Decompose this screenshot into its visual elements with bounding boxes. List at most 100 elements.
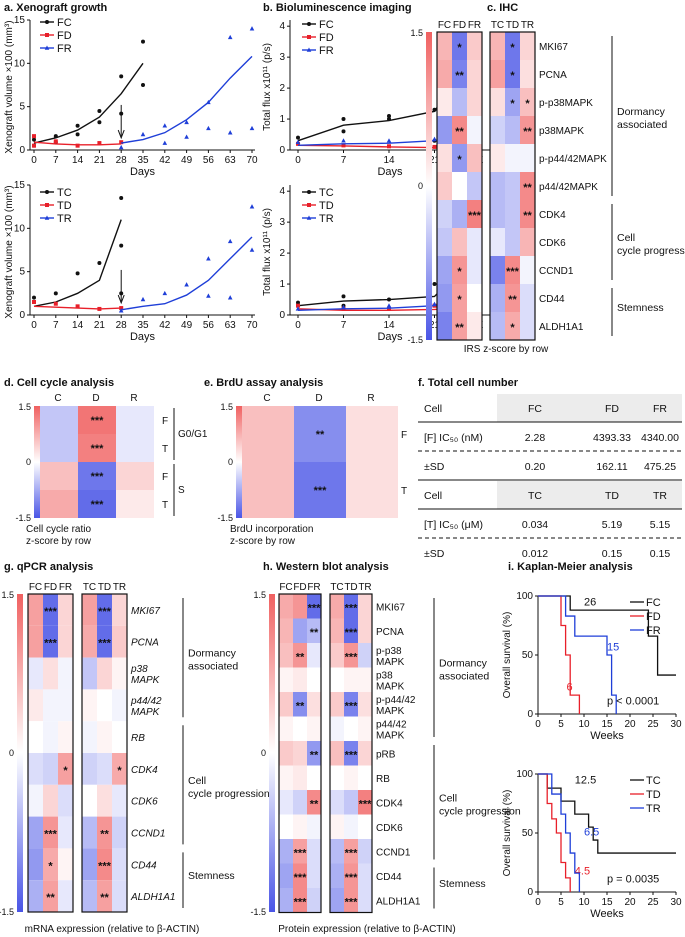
- x-tick-label: 49: [181, 320, 193, 331]
- heatmap-cell: [116, 490, 154, 518]
- heatmap-caption: mRNA expression (relative to β-ACTIN): [25, 924, 200, 935]
- heatmap-cell: [467, 88, 482, 116]
- heatmap-cell: [82, 880, 97, 912]
- data-point: [119, 306, 124, 311]
- heatmap-cell: [344, 594, 358, 619]
- heatmap-cell: [43, 848, 58, 881]
- row-label: CDK4: [539, 210, 566, 221]
- legend-label: FR: [57, 43, 72, 55]
- heatmap-cell: [28, 594, 43, 626]
- heatmap-cell: [490, 172, 505, 200]
- x-tick-label: 14: [72, 320, 84, 331]
- row-label: CD44: [131, 860, 157, 871]
- data-point: [119, 196, 124, 200]
- heatmap-cell: [330, 716, 344, 741]
- x-tick-label: 35: [137, 155, 149, 166]
- heatmap-cell: [452, 228, 467, 256]
- row-label: CDK4: [131, 765, 158, 776]
- y-tick-label: 2: [279, 83, 285, 94]
- legend-label: TR: [319, 213, 334, 225]
- heatmap-cell: [279, 863, 293, 888]
- heatmap-cell: [437, 312, 452, 340]
- legend-label: FC: [319, 19, 334, 31]
- data-point: [141, 39, 145, 44]
- data-point: [306, 215, 312, 220]
- column-label: TR: [521, 20, 534, 31]
- heatmap-cell: [28, 625, 43, 658]
- column-label: FD: [44, 582, 57, 593]
- heatmap-cell: [307, 790, 321, 815]
- heatmap-cell: [279, 594, 293, 619]
- heatmap-cell: [467, 312, 482, 340]
- legend-label: TR: [646, 803, 661, 815]
- heatmap-cell: [97, 689, 112, 722]
- table-row-label: ±SD: [424, 548, 445, 560]
- legend-label: FC: [57, 17, 72, 29]
- data-point: [206, 125, 211, 131]
- bracket-label: Stemness: [188, 870, 235, 882]
- data-point: [184, 282, 189, 287]
- heatmap-cell: [330, 741, 344, 766]
- heatmap-cell: [58, 689, 73, 722]
- colorbar-tick: -1.5: [250, 907, 266, 917]
- x-axis-title: Weeks: [590, 730, 624, 742]
- heatmap-cell: [344, 741, 358, 766]
- heatmap-cell: [97, 753, 112, 785]
- heatmap-cell: [505, 284, 520, 312]
- heatmap-cell: [293, 667, 307, 692]
- colorbar-tick: 1.5: [220, 402, 233, 412]
- panel-title-c: c. IHC: [487, 2, 518, 14]
- row-label: ALDH1A1: [539, 322, 584, 333]
- heatmap-cell: [43, 784, 58, 817]
- significance-stars: *: [510, 42, 515, 54]
- heatmap-cell: [97, 594, 112, 626]
- data-point: [296, 303, 300, 308]
- row-label: T: [162, 444, 168, 455]
- heatmap-cell: [437, 144, 452, 172]
- heatmap-cell: [112, 784, 127, 817]
- heatmap-cell: [43, 753, 58, 785]
- arrow-icon: [117, 294, 125, 305]
- heatmap-cell: [330, 765, 344, 790]
- data-point: [387, 144, 391, 149]
- x-tick-label: 10: [578, 719, 590, 730]
- significance-stars: ***: [44, 638, 58, 650]
- panel-title-b: b. Bioluminescence imaging: [263, 2, 412, 14]
- panel-f: f. Total cell number Cell FC FD FR [F] IC₅₀ (…: [418, 377, 682, 560]
- row-label: ALDH1A1: [376, 896, 421, 907]
- heatmap-cell: [43, 689, 58, 722]
- row-label: MKI67: [131, 606, 160, 617]
- row-label: F: [162, 472, 168, 483]
- x-tick-label: 5: [558, 719, 564, 730]
- y-tick-label: 100: [516, 769, 533, 780]
- row-label: PCNA: [539, 70, 567, 81]
- row-label: T: [401, 486, 407, 497]
- heatmap-cell: [358, 839, 372, 864]
- column-label: FC: [438, 20, 451, 31]
- heatmap-cell: [358, 790, 372, 815]
- heatmap-cell: [307, 643, 321, 668]
- data-point: [306, 47, 312, 52]
- significance-stars: **: [100, 892, 109, 904]
- row-label: MAPK: [376, 657, 405, 668]
- heatmap-cell: [437, 256, 452, 284]
- data-point: [75, 143, 80, 148]
- x-tick-label: 14: [72, 155, 84, 166]
- data-point: [53, 134, 58, 139]
- x-tick-label: 0: [535, 719, 541, 730]
- heatmap-cell: [452, 200, 467, 228]
- significance-stars: *: [457, 154, 462, 166]
- median-label: 26: [584, 596, 596, 608]
- column-label: TC: [491, 20, 504, 31]
- significance-stars: ***: [91, 415, 105, 427]
- heatmap-caption: BrdU incorporation: [230, 524, 313, 535]
- p-value: p < 0.0001: [607, 696, 659, 708]
- x-tick-label: 56: [203, 155, 215, 166]
- significance-stars: **: [46, 892, 55, 904]
- heatmap-cell: [344, 863, 358, 888]
- data-point: [45, 33, 49, 37]
- row-label: p44/42: [376, 719, 407, 730]
- y-tick-label: 3: [279, 217, 285, 228]
- heatmap-cell: [437, 116, 452, 144]
- significance-stars: **: [455, 126, 464, 138]
